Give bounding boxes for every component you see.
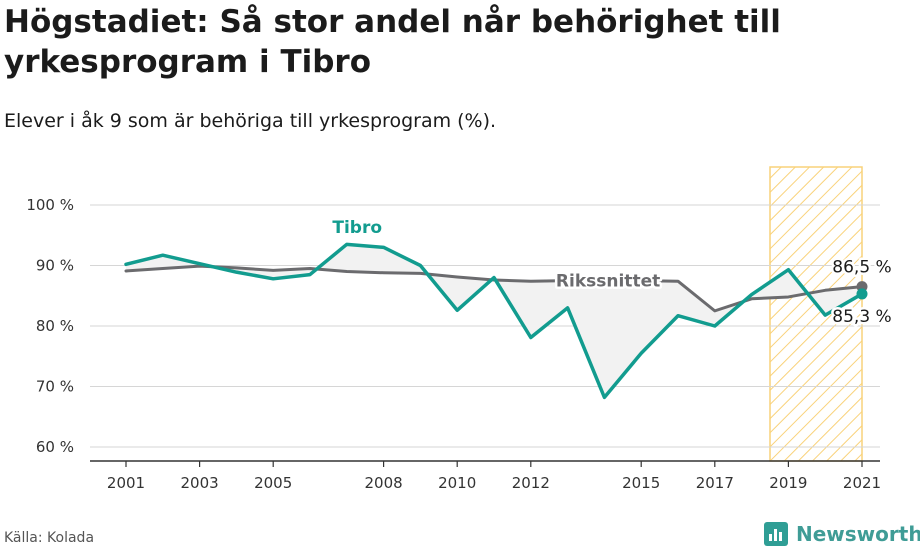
x-tick-label: 2010 — [438, 474, 476, 492]
series-lines — [124, 242, 868, 400]
chart-title: Högstadiet: Så stor andel når behörighet… — [4, 4, 781, 80]
brand-logo: Newsworthy — [764, 517, 920, 551]
source-note: Källa: Kolada — [4, 530, 95, 546]
gridlines — [90, 204, 880, 448]
tibro-series-label: Tibro — [332, 218, 382, 238]
rikssnittet-end-label-halo: 86,5 % — [832, 258, 891, 278]
tibro-series-label-halo: Tibro — [332, 218, 382, 238]
x-tick-label: 2001 — [107, 474, 145, 492]
y-tick-label: 60 % — [36, 438, 74, 456]
chart-subtitle: Elever i åk 9 som är behöriga till yrkes… — [4, 110, 497, 132]
x-axis: 2001 2003 2005 2008 2010 2012 2015 2017 2019 2021 — [90, 460, 881, 492]
brand-name: Newsworthy — [796, 522, 920, 546]
y-tick-label: 90 % — [36, 257, 74, 275]
x-tick-label: 2019 — [769, 474, 807, 492]
y-tick-label: 70 % — [36, 378, 74, 396]
tibro-end-label: 85,3 % — [832, 307, 891, 327]
x-tick-label: 2008 — [365, 474, 403, 492]
rikssnittet-series-label: Rikssnittet — [556, 272, 660, 292]
x-tick-label: 2005 — [254, 474, 292, 492]
x-tick-label: 2017 — [696, 474, 734, 492]
highlight-rect — [769, 166, 863, 462]
rikssnittet-end-label: 86,5 % — [832, 258, 891, 278]
y-tick-label: 100 % — [26, 196, 74, 214]
x-tick-label: 2021 — [843, 474, 881, 492]
y-tick-label: 80 % — [36, 317, 74, 335]
tibro-line — [124, 242, 864, 400]
tibro-end-label-halo: 85,3 % — [832, 307, 891, 327]
x-tick-label: 2015 — [622, 474, 660, 492]
x-tick-label: 2012 — [512, 474, 550, 492]
newsworthy-logo-icon — [764, 522, 788, 546]
x-tick-label: 2003 — [181, 474, 219, 492]
forecast-highlight-region — [769, 166, 863, 462]
rikssnittet-series-label-halo: Rikssnittet — [556, 272, 660, 292]
y-axis-ticks: 60 % 70 % 80 % 90 % 100 % — [26, 196, 74, 456]
tibro-end-point — [856, 288, 868, 300]
